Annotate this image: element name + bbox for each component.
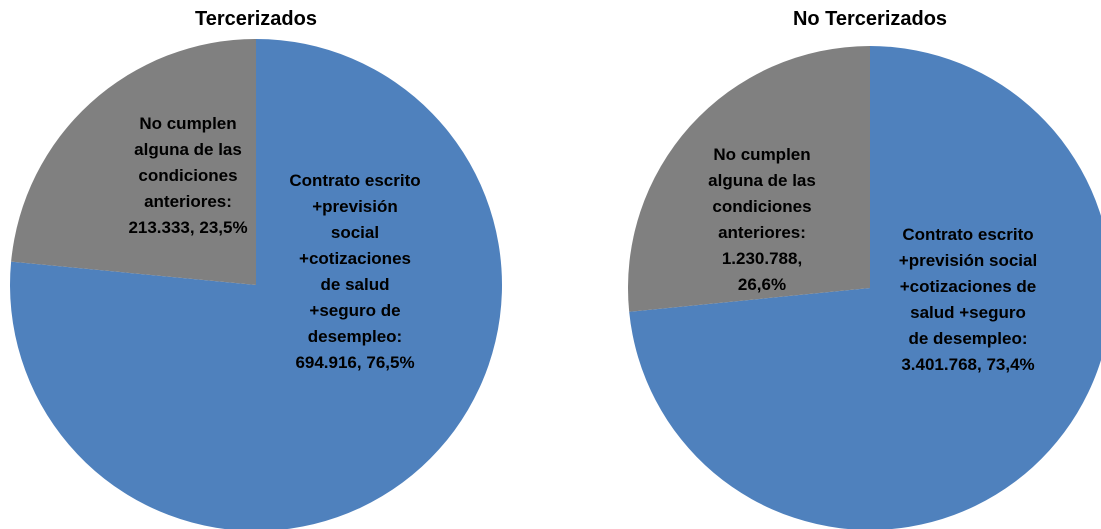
value-label: 213.333, <box>128 218 195 237</box>
chart-title: No Tercerizados <box>792 8 948 30</box>
category-name: No cumplen alguna de las condiciones ant… <box>708 145 816 242</box>
data-label: No cumplen alguna de las condiciones ant… <box>123 111 253 241</box>
value-label: 694.916, <box>295 353 362 372</box>
chart-title: Tercerizados <box>195 8 317 30</box>
percent-label: 23,5% <box>199 218 248 237</box>
category-name: Contrato escrito +previsión social +coti… <box>289 171 421 346</box>
pie-slice <box>11 39 257 285</box>
category-name: Contrato escrito +previsión social +coti… <box>898 225 1038 348</box>
percent-label: 73,4% <box>986 355 1035 374</box>
pie-slice <box>10 39 502 529</box>
pie-slice <box>628 46 870 312</box>
percent-label: 26,6% <box>737 275 787 294</box>
data-label: Contrato escrito +previsión social +coti… <box>898 222 1038 378</box>
category-name: No cumplen alguna de las condiciones ant… <box>134 114 242 211</box>
data-label: No cumplen alguna de las condiciones ant… <box>697 142 827 298</box>
percent-label: 76,5% <box>366 353 415 372</box>
pie-slice <box>629 46 1101 529</box>
value-label: 3.401.768, <box>901 355 982 374</box>
value-label: 1.230.788, <box>721 249 803 268</box>
data-label: Contrato escrito +previsión social +coti… <box>289 168 421 376</box>
